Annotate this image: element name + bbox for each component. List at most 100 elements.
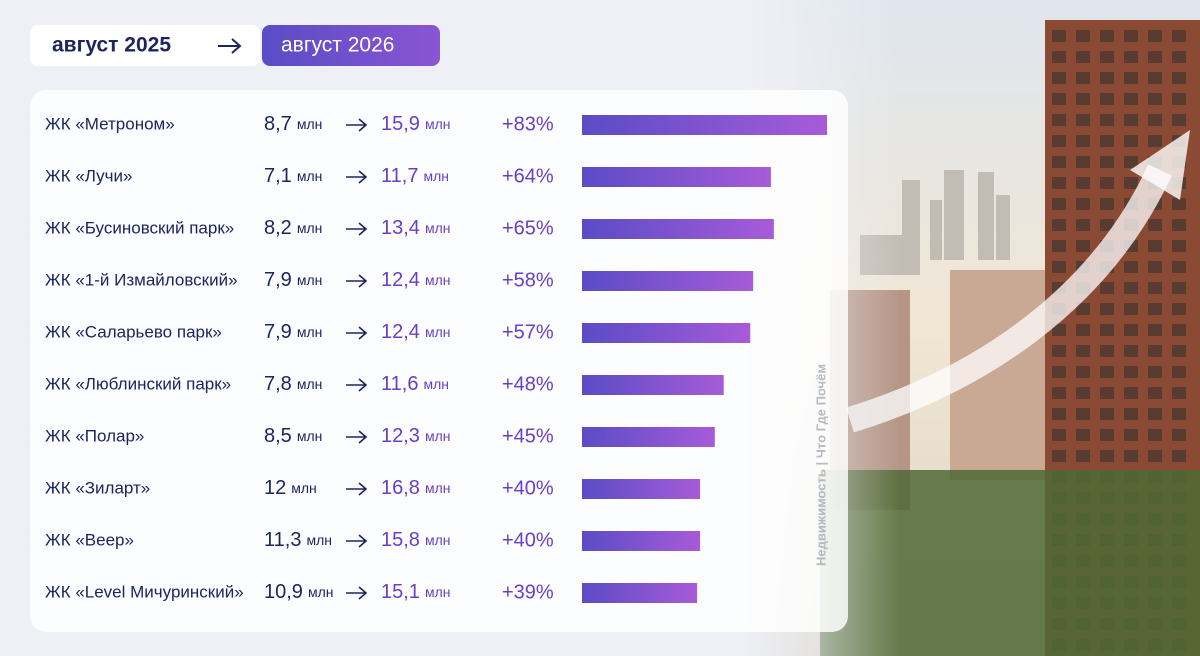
price-to-value: 16,8 [381, 477, 420, 499]
price-from-value: 7,9 [264, 321, 292, 343]
price-to-value: 12,4 [381, 321, 420, 343]
bar [582, 375, 724, 395]
price-to: 13,4 млн [381, 217, 450, 239]
arrow-icon [346, 482, 368, 496]
price-to: 11,6 млн [381, 373, 449, 395]
price-from-value: 7,9 [264, 269, 292, 291]
value-label: +45% [502, 425, 554, 447]
price-from: 7,1 млн [264, 165, 322, 187]
price-to-value: 13,4 [381, 217, 420, 239]
value-label: +83% [502, 113, 554, 135]
price-to-value: 11,7 [381, 165, 418, 187]
value-label: +58% [502, 269, 554, 291]
unit: млн [308, 584, 334, 600]
price-to-value: 11,6 [381, 373, 418, 395]
bar [582, 271, 754, 291]
unit: млн [425, 220, 451, 236]
watermark: Недвижимость | Что Где Почём [813, 364, 828, 566]
row-label: ЖК «Веер» [45, 530, 134, 549]
unit: млн [425, 116, 451, 132]
value-label: +40% [502, 529, 554, 551]
unit: млн [291, 480, 317, 496]
arrow-icon [346, 222, 368, 236]
unit: млн [297, 116, 323, 132]
price-to-value: 12,4 [381, 269, 420, 291]
price-from: 8,7 млн [264, 113, 322, 135]
price-from-value: 8,2 [264, 217, 292, 239]
unit: млн [306, 532, 332, 548]
value-label: +40% [502, 477, 554, 499]
price-from-value: 8,5 [264, 425, 292, 447]
row-label: ЖК «1-й Измайловский» [45, 270, 238, 289]
price-from: 7,8 млн [264, 373, 322, 395]
unit: млн [425, 532, 451, 548]
arrow-icon [346, 274, 368, 288]
period-pill [30, 25, 260, 66]
price-to-value: 15,1 [381, 581, 420, 603]
arrow-icon [346, 170, 368, 184]
bar [582, 115, 827, 135]
unit: млн [425, 324, 451, 340]
row-label: ЖК «Полар» [45, 426, 144, 445]
row-label: ЖК «Саларьево парк» [45, 322, 222, 341]
price-from: 8,2 млн [264, 217, 322, 239]
price-from: 10,9 млн [264, 581, 333, 603]
price-to: 11,7 млн [381, 165, 449, 187]
value-label: +65% [502, 217, 554, 239]
unit: млн [425, 584, 451, 600]
row-label: ЖК «Метроном» [45, 114, 175, 133]
price-to: 15,9 млн [381, 113, 450, 135]
bar [582, 167, 771, 187]
bar [582, 479, 701, 499]
unit: млн [297, 168, 323, 184]
unit: млн [297, 376, 323, 392]
price-from-value: 7,8 [264, 373, 292, 395]
unit: млн [423, 168, 449, 184]
unit: млн [423, 376, 449, 392]
arrow-icon [346, 118, 368, 132]
row-label: ЖК «Лучи» [45, 166, 132, 185]
price-to-value: 15,9 [381, 113, 420, 135]
row-label: ЖК «Зиларт» [45, 478, 150, 497]
price-to-value: 15,8 [381, 529, 420, 551]
price-from: 7,9 млн [264, 269, 322, 291]
arrow-icon [346, 430, 368, 444]
unit: млн [297, 428, 323, 444]
price-from: 12 млн [264, 477, 317, 499]
price-from: 7,9 млн [264, 321, 322, 343]
arrow-icon [346, 378, 368, 392]
value-label: +57% [502, 321, 554, 343]
price-to-value: 12,3 [381, 425, 420, 447]
bar [582, 427, 715, 447]
bar [582, 531, 701, 551]
price-from-value: 8,7 [264, 113, 292, 135]
price-from-value: 11,3 [264, 529, 301, 551]
price-from-value: 12 [264, 477, 286, 499]
arrow-icon [346, 534, 368, 548]
arrow-icon [346, 586, 368, 600]
period-pill-active [262, 25, 440, 66]
price-from: 8,5 млн [264, 425, 322, 447]
row-label: ЖК «Level Мичуринский» [45, 582, 244, 601]
value-label: +39% [502, 581, 554, 603]
price-to: 12,4 млн [381, 269, 450, 291]
unit: млн [425, 428, 451, 444]
price-to: 16,8 млн [381, 477, 450, 499]
price-to: 12,4 млн [381, 321, 450, 343]
unit: млн [297, 220, 323, 236]
bar [582, 323, 751, 343]
unit: млн [425, 272, 451, 288]
unit: млн [297, 272, 323, 288]
row-label: ЖК «Бусиновский парк» [45, 218, 234, 237]
value-label: +64% [502, 165, 554, 187]
price-to: 15,8 млн [381, 529, 450, 551]
arrow-icon [346, 326, 368, 340]
row-label: ЖК «Люблинский парк» [45, 374, 231, 393]
price-from-value: 7,1 [264, 165, 292, 187]
unit: млн [297, 324, 323, 340]
period-from: август 2025 [52, 34, 171, 57]
unit: млн [425, 480, 451, 496]
arrow-icon [218, 38, 242, 54]
price-to: 12,3 млн [381, 425, 450, 447]
